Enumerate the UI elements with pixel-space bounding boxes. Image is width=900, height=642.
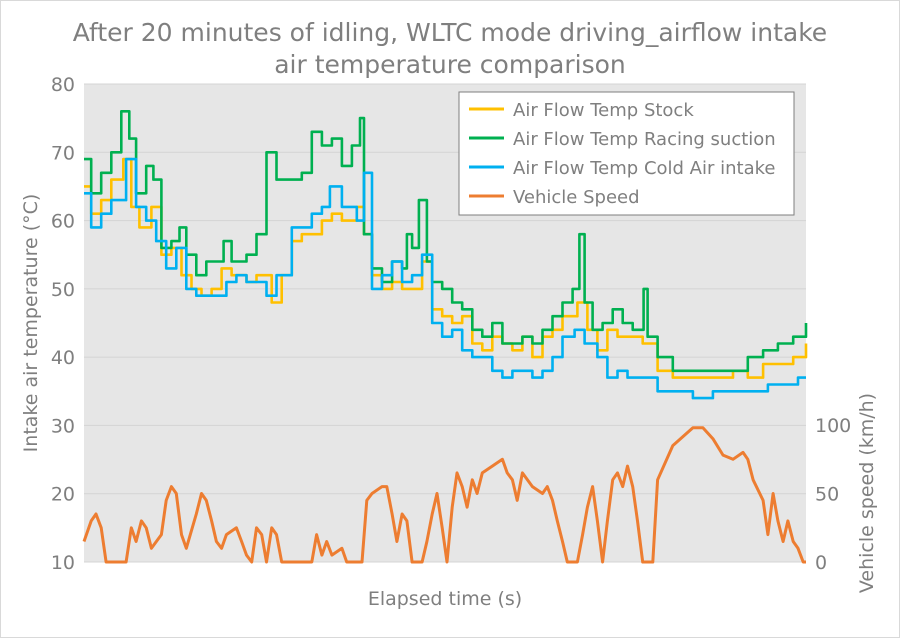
y2-axis-ticks: 0 50 100 xyxy=(815,415,851,574)
legend-label: Air Flow Temp Racing suction xyxy=(513,129,776,150)
legend-label: Vehicle Speed xyxy=(513,187,640,208)
series-line-1 xyxy=(84,110,808,373)
y-axis-ticks: 10 20 30 40 50 60 70 80 xyxy=(51,74,75,574)
y-tick-label: 20 xyxy=(51,484,75,506)
y-tick-label: 60 xyxy=(51,211,75,233)
y2-axis-label: Vehicle speed (km/h) xyxy=(856,393,878,593)
y2-tick-label: 100 xyxy=(815,415,851,437)
y-tick-label: 10 xyxy=(51,552,75,574)
y2-tick-label: 0 xyxy=(815,552,827,574)
chart-title-line-1: After 20 minutes of idling, WLTC mode dr… xyxy=(73,18,827,47)
y-tick-label: 80 xyxy=(51,74,75,96)
series-line-0 xyxy=(84,157,808,379)
series-line-3 xyxy=(82,426,806,564)
y-tick-label: 40 xyxy=(51,347,75,369)
chart-title-line-2: air temperature comparison xyxy=(274,50,626,79)
legend-label: Air Flow Temp Cold Air intake xyxy=(513,158,775,179)
y-tick-label: 70 xyxy=(51,142,75,164)
legend: Air Flow Temp Stock Air Flow Temp Racing … xyxy=(458,91,795,216)
y2-tick-label: 50 xyxy=(815,484,839,506)
x-axis-label: Elapsed time (s) xyxy=(368,588,522,610)
y-axis-label: Intake air temperature (°C) xyxy=(20,194,42,453)
series-lines xyxy=(82,110,808,564)
legend-label: Air Flow Temp Stock xyxy=(513,100,694,121)
series-line-2 xyxy=(84,157,806,400)
y-tick-label: 50 xyxy=(51,279,75,301)
y-tick-label: 30 xyxy=(51,415,75,437)
